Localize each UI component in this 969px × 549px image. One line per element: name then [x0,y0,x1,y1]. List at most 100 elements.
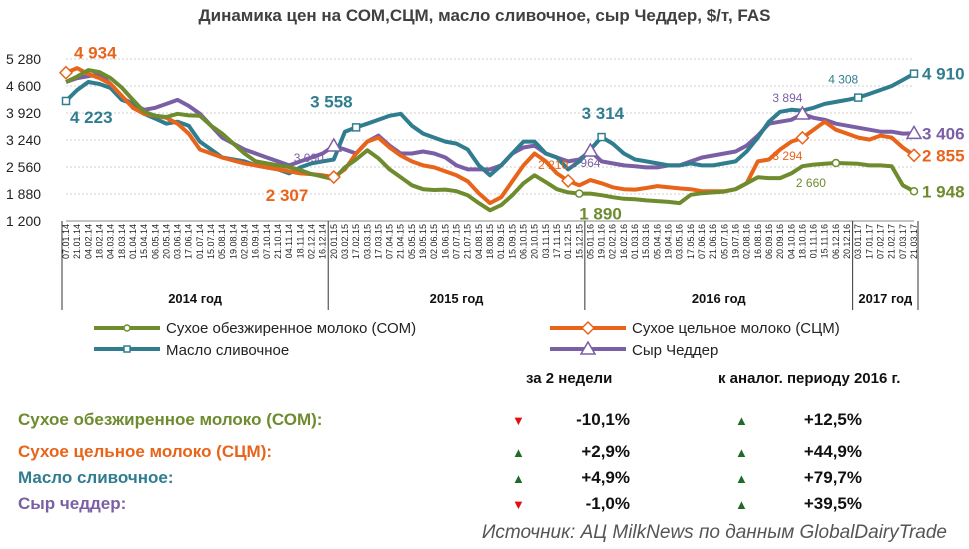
x-tick-label: 18.10.16 [797,224,807,259]
point-marker [575,189,584,198]
point-marker [905,124,923,140]
x-tick-label: 02.02.16 [608,224,618,259]
y-tick-label: 4 600 [6,78,41,94]
chart-title: Динамика цен на СОМ,СЦМ, масло сливочное… [198,6,771,25]
up-arrow-icon: ▲ [735,471,748,486]
x-tick-label: 07.07.15 [452,224,462,259]
series-line-butter [64,71,915,178]
point-marker [325,137,343,152]
yoy-value: +39,5% [803,494,862,513]
y-tick-label: 5 280 [6,51,41,67]
x-tick-label: 06.09.16 [764,224,774,259]
x-tick-label: 05.01.16 [585,224,595,259]
x-tick-label: 07.03.17 [898,224,908,259]
year-label: 2014 год [168,291,223,306]
x-tick-label: 02.06.15 [429,224,439,259]
data-label: 4 934 [74,44,117,63]
x-tick-label: 07.01.14 [61,224,71,259]
x-tick-label: 05.05.15 [407,224,417,259]
down-arrow-icon: ▼ [512,497,525,512]
y-tick-label: 2 560 [6,159,41,175]
two-weeks-value: -10,1% [576,410,630,429]
x-tick-label: 07.06.16 [697,224,707,259]
point-marker [326,169,341,185]
point-marker [597,132,606,142]
x-tick-label: 20.09.16 [775,224,785,259]
x-tick-label: 21.03.17 [909,224,919,259]
x-tick-label: 21.07.15 [463,224,473,259]
down-arrow-icon: ▼ [512,413,525,428]
x-tick-label: 15.04.14 [139,224,149,259]
data-label: 2 210 [538,158,568,172]
data-label: 4 308 [828,73,858,87]
row-label: Сухое цельное молоко (СЦМ): [18,442,273,461]
x-tick-label: 17.05.16 [686,224,696,259]
point-marker [794,105,811,120]
x-tick-label: 15.07.14 [206,224,216,259]
point-marker [58,65,74,80]
x-tick-label: 04.11.14 [284,224,294,258]
data-label: 4 223 [70,108,113,127]
x-tick-label: 15.11.16 [820,224,830,258]
legend-butter-label: Масло сливочное [166,342,290,359]
x-tick-label: 04.02.14 [83,224,93,259]
x-tick-label: 18.02.14 [94,224,104,259]
x-tick-label: 17.11.15 [552,224,562,258]
x-tick-label: 16.12.14 [318,224,328,259]
x-tick-label: 05.07.16 [719,224,729,259]
row-label: Масло сливочное: [18,468,174,487]
point-marker [909,187,919,196]
point-marker [909,69,919,78]
x-tick-label: 18.11.14 [295,224,305,258]
x-tick-label: 01.11.16 [809,224,819,258]
x-tick-label: 19.04.16 [664,224,674,259]
x-tick-label: 16.08.16 [753,224,763,259]
x-tick-label: 06.05.14 [150,224,160,259]
y-tick-label: 1 200 [6,213,41,229]
x-tick-label: 05.08.14 [217,224,227,259]
x-tick-label: 21.02.17 [887,224,897,259]
x-tick-label: 15.12.15 [574,224,584,259]
x-tick-label: 19.05.15 [418,224,428,259]
up-arrow-icon: ▲ [735,413,748,428]
data-label: 1 948 [922,182,965,201]
point-marker [795,130,810,145]
legend-som-label: Сухое обезжиренное молоко (СОМ) [166,320,417,337]
x-tick-label: 18.08.15 [485,224,495,259]
x-tick-label: 01.09.15 [496,224,506,259]
series-line-scm [65,66,916,206]
row-label: Сухое обезжиренное молоко (СОМ): [18,410,323,429]
x-tick-label: 20.01.15 [329,224,339,259]
x-tick-label: 03.03.15 [362,224,372,259]
y-tick-label: 1 880 [6,186,41,202]
x-tick-label: 16.09.14 [251,224,261,259]
data-label: 2 660 [796,176,826,190]
x-tick-label: 18.03.14 [117,224,127,259]
two-weeks-value: +4,9% [581,468,630,487]
data-label: 3 894 [772,91,802,105]
x-tick-label: 21.06.16 [708,224,718,259]
x-tick-label: 03.05.16 [675,224,685,259]
point-marker [906,148,922,163]
yoy-value: +12,5% [803,410,862,429]
data-label: 3 314 [582,104,625,123]
point-marker [582,142,599,157]
x-tick-label: 01.03.16 [630,224,640,259]
year-label: 2017 год [858,291,913,306]
x-tick-label: 17.06.14 [184,224,194,259]
source-note: Источник: АЦ MilkNews по данным GlobalDa… [481,522,947,543]
x-tick-label: 17.01.17 [864,224,874,259]
x-tick-label: 04.03.14 [106,224,116,259]
x-tick-label: 01.12.15 [563,224,573,259]
x-tick-label: 02.08.16 [742,224,752,259]
x-tick-label: 19.01.16 [597,224,607,259]
x-tick-label: 06.12.16 [831,224,841,259]
x-tick-label: 03.02.15 [340,224,350,259]
legend-cheddar-label: Сыр Чеддер [632,342,719,359]
point-marker [831,158,841,168]
x-tick-label: 07.04.15 [385,224,395,259]
x-tick-label: 03.06.14 [173,224,183,259]
point-marker [351,123,361,132]
point-marker [561,173,576,188]
y-tick-label: 3 240 [6,132,41,148]
